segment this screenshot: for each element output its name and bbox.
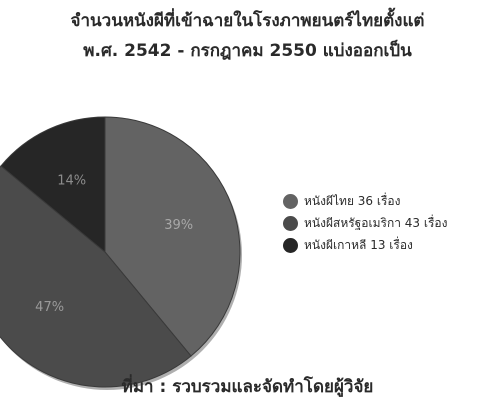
chart-title-line-2: พ.ศ. 2542 - กรกฎาคม 2550 แบ่งออกเป็น bbox=[83, 41, 412, 61]
legend-item-korea: หนังผีเกาหลี 13 เรื่อง bbox=[283, 234, 447, 256]
chart-source: ที่มา : รวบรวมและจัดทำโดยผู้วิจัย bbox=[121, 377, 374, 397]
legend-label-korea: หนังผีเกาหลี 13 เรื่อง bbox=[304, 237, 413, 252]
chart-legend: หนังผีไทย 36 เรื่อง หนังผีสหรัฐอเมริกา 4… bbox=[283, 190, 447, 256]
legend-label-thai: หนังผีไทย 36 เรื่อง bbox=[304, 193, 401, 208]
legend-swatch-thai bbox=[283, 193, 298, 209]
pie-slice-thai bbox=[104, 116, 241, 357]
legend-swatch-korea bbox=[283, 237, 298, 253]
legend-label-usa: หนังผีสหรัฐอเมริกา 43 เรื่อง bbox=[304, 215, 448, 230]
pie-label-thai: 39% bbox=[164, 218, 193, 233]
pie-slice-usa bbox=[0, 165, 192, 388]
legend-item-usa: หนังผีสหรัฐอเมริกา 43 เรื่อง bbox=[283, 212, 447, 234]
pie-label-korea: 14% bbox=[57, 174, 86, 189]
pie-slice-korea bbox=[0, 116, 106, 254]
chart-title-line-1: จำนวนหนังผีที่เข้าฉายในโรงภาพยนตร์ไทยตั้… bbox=[70, 11, 425, 31]
pie-label-usa: 47% bbox=[35, 300, 64, 315]
chart-title: จำนวนหนังผีที่เข้าฉายในโรงภาพยนตร์ไทยตั้… bbox=[0, 6, 495, 66]
legend-item-thai: หนังผีไทย 36 เรื่อง bbox=[283, 190, 447, 212]
legend-swatch-usa bbox=[283, 215, 298, 231]
